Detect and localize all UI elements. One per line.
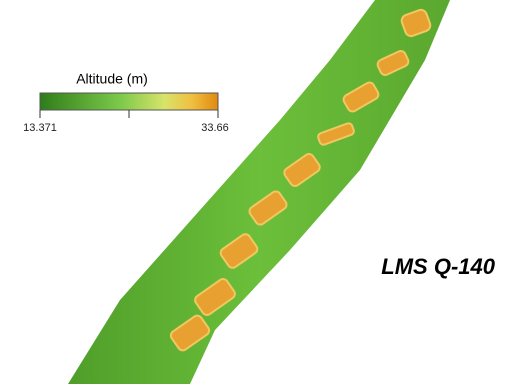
screenshot: Altitude (m) 13.371 33.66 LMS Q-140 <box>0 0 511 384</box>
sensor-label: LMS Q-140 <box>381 254 495 279</box>
legend-min: 13.371 <box>23 122 57 134</box>
legend-title: Altitude (m) <box>76 71 148 87</box>
point-cloud-view: Altitude (m) 13.371 33.66 LMS Q-140 <box>0 0 511 384</box>
color-bar <box>40 93 218 110</box>
legend-max: 33.66 <box>201 122 229 134</box>
letter-features <box>169 8 432 352</box>
